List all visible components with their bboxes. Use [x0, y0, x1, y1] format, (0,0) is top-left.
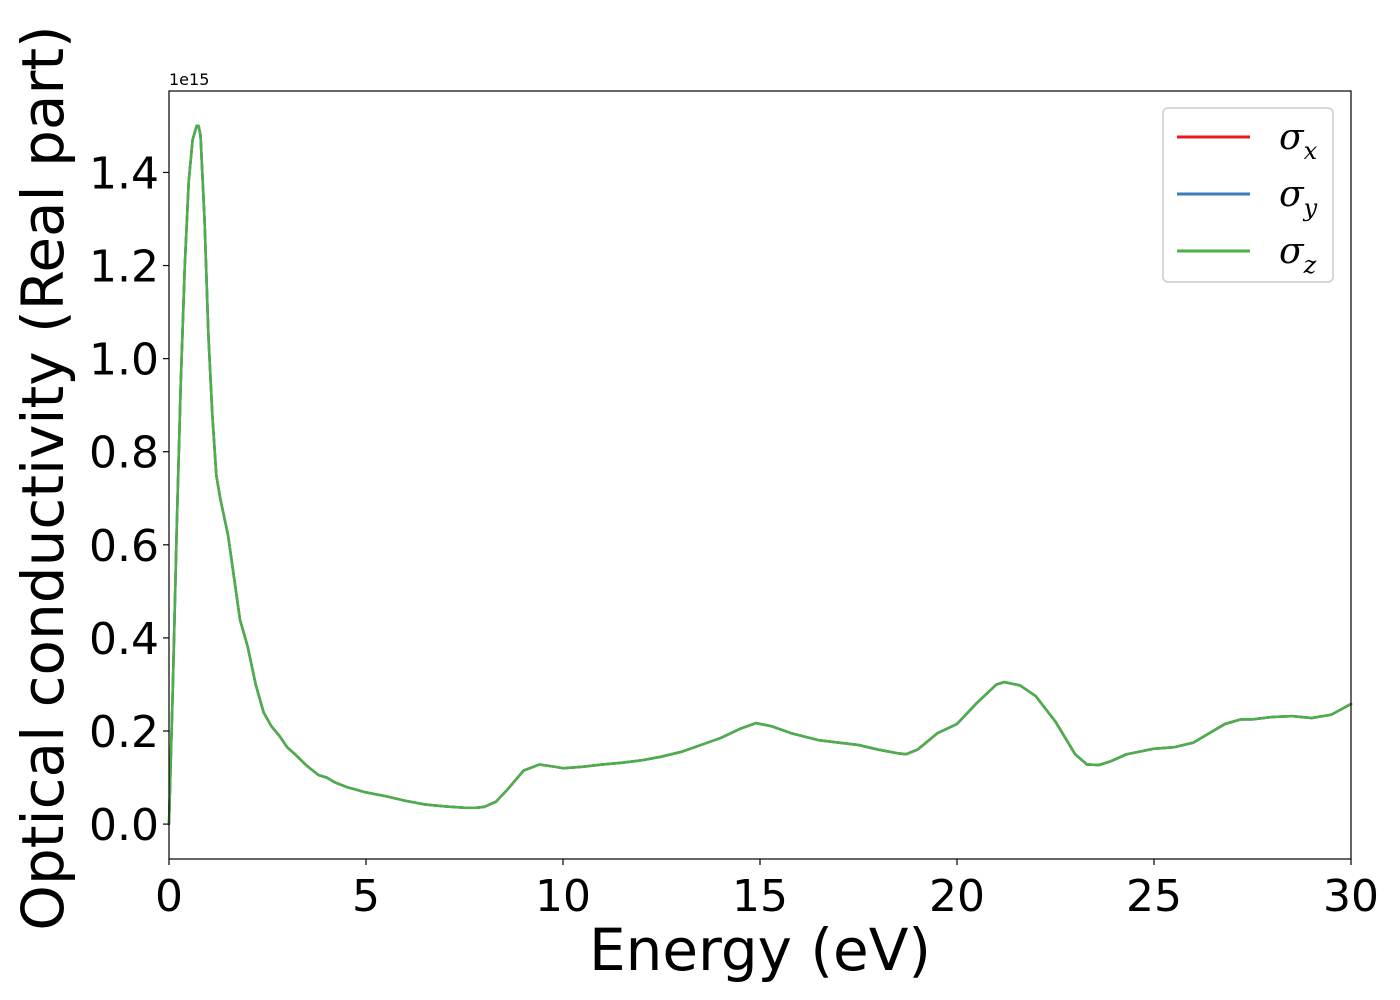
legend-label-z: σz — [1279, 231, 1317, 279]
legend-label-y: σy — [1279, 174, 1318, 222]
y-tick-label: 0.6 — [89, 521, 159, 572]
series-layer — [167, 124, 1353, 826]
y-tick-label: 1.0 — [89, 335, 159, 386]
x-tick-label: 10 — [535, 871, 591, 922]
legend: σx σy σz — [1162, 107, 1334, 283]
y-tick-label: 0.8 — [89, 428, 159, 479]
y-tick-label: 0.2 — [89, 707, 159, 758]
x-tick-label: 15 — [732, 871, 788, 922]
x-tick-label: 0 — [155, 871, 183, 922]
y-tick-label: 1.4 — [89, 148, 159, 199]
y-axis-ticks: 0.0 0.2 0.4 0.6 0.8 1.0 1.2 1.4 — [89, 148, 169, 851]
x-axis-title: Energy (eV) — [589, 916, 931, 984]
series-line-z — [167, 124, 1353, 826]
x-axis-ticks: 0 5 10 15 20 25 30 — [155, 859, 1379, 922]
y-tick-label: 0.0 — [89, 800, 159, 851]
x-tick-label: 5 — [352, 871, 380, 922]
y-axis-title: Optical conductivity (Real part) — [9, 25, 77, 930]
y-tick-label: 0.4 — [89, 614, 159, 665]
x-tick-label: 30 — [1323, 871, 1379, 922]
y-axis-offset-text: 1e15 — [169, 70, 209, 89]
x-tick-label: 25 — [1126, 871, 1182, 922]
y-tick-label: 1.2 — [89, 242, 159, 293]
x-tick-label: 20 — [929, 871, 985, 922]
legend-label-x: σx — [1279, 117, 1318, 165]
